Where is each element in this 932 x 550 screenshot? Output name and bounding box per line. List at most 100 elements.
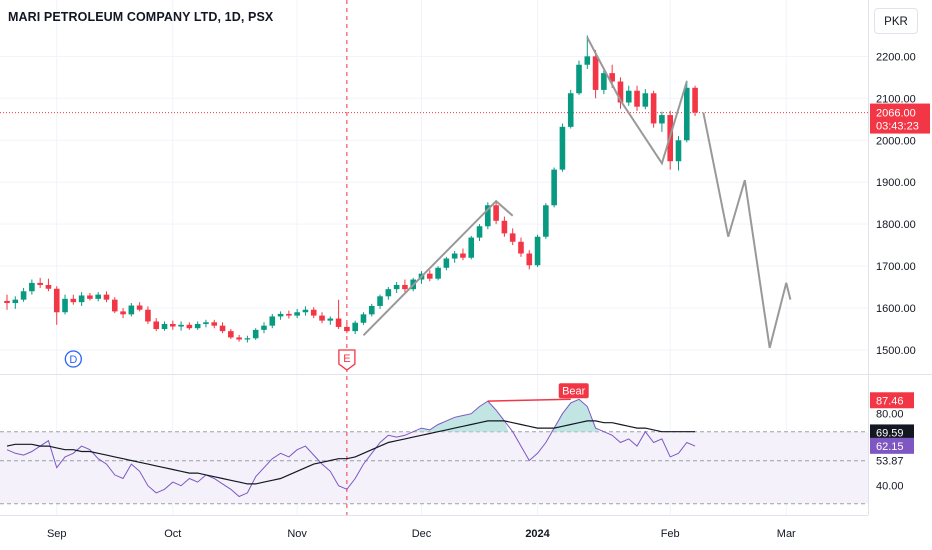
candle <box>650 93 657 124</box>
time-tick-label: Mar <box>777 528 796 540</box>
candle <box>277 313 284 317</box>
dividend-label: D <box>69 354 77 366</box>
candle <box>310 309 317 316</box>
candle <box>426 273 433 279</box>
candle <box>236 337 242 340</box>
candle <box>609 73 615 82</box>
rsi-marker-value: 62.15 <box>876 441 904 453</box>
candle <box>244 338 251 340</box>
candle <box>551 169 557 206</box>
candle <box>194 323 201 329</box>
candle <box>675 140 682 162</box>
candle <box>145 309 151 322</box>
candle <box>261 325 267 330</box>
candle <box>37 282 43 285</box>
price-tick-label: 1800.00 <box>876 219 916 231</box>
rsi-ma-line <box>6 420 696 485</box>
price-tick-label: 2100.00 <box>876 93 916 105</box>
rsi-tick-label: 53.87 <box>876 456 904 468</box>
time-tick-label: 2024 <box>525 528 550 540</box>
candle <box>45 284 52 289</box>
rsi-line <box>6 398 696 498</box>
candle <box>642 93 649 107</box>
last-price-tag <box>870 103 930 134</box>
price-tick-label: 1900.00 <box>876 177 916 189</box>
candle <box>252 329 259 339</box>
candle <box>352 322 358 332</box>
price-tick-label: 2200.00 <box>876 51 916 63</box>
rsi-tick-label: 40.00 <box>876 481 904 493</box>
candle <box>393 284 400 290</box>
candle <box>12 299 19 304</box>
time-tick-label: Sep <box>47 528 67 540</box>
time-tick-label: Oct <box>164 528 181 540</box>
candle <box>377 296 383 306</box>
candle <box>385 289 392 297</box>
candle <box>136 305 143 310</box>
rsi-marker-high: 87.46 <box>876 395 904 407</box>
candle <box>485 205 491 227</box>
candle <box>294 312 300 316</box>
candle <box>526 253 533 266</box>
candle <box>601 73 607 90</box>
rsi-tick-label: 80.00 <box>876 409 904 421</box>
price-tick-label: 1600.00 <box>876 303 916 315</box>
earnings-label: E <box>343 353 350 365</box>
chart-title: MARI PETROLEUM COMPANY LTD, 1D, PSX <box>8 10 274 24</box>
projection-path <box>702 112 792 349</box>
candle <box>29 282 35 292</box>
candle <box>493 205 499 221</box>
candle <box>567 93 574 127</box>
candle <box>111 299 118 312</box>
rsi-band <box>0 431 868 504</box>
candle <box>211 322 218 326</box>
candle <box>128 305 135 315</box>
candle <box>559 126 566 170</box>
candle <box>543 205 549 237</box>
candle <box>476 226 483 238</box>
candle <box>186 324 193 329</box>
candle <box>683 87 690 141</box>
candle <box>344 326 350 332</box>
candle <box>62 298 68 313</box>
candle <box>153 321 160 330</box>
pattern-line <box>586 37 688 166</box>
dividend-marker[interactable] <box>64 350 82 368</box>
price-pane <box>0 0 868 374</box>
candle <box>692 87 698 113</box>
price-tick-label: 2000.00 <box>876 135 916 147</box>
candle <box>509 233 516 242</box>
candle <box>269 316 276 326</box>
currency-button[interactable]: PKR <box>874 8 918 34</box>
time-tick-label: Feb <box>661 528 680 540</box>
candle <box>368 305 375 315</box>
candle <box>534 236 541 266</box>
candle <box>592 56 599 90</box>
earnings-marker[interactable] <box>338 349 356 371</box>
candle <box>518 241 524 254</box>
candle <box>435 267 441 279</box>
last-price-label: 2066.00 <box>876 108 916 120</box>
candle <box>87 295 93 299</box>
candle <box>78 295 85 303</box>
countdown-label: 03:43:23 <box>876 121 919 133</box>
candle <box>617 81 624 103</box>
candle <box>402 284 408 290</box>
rsi-marker-ma-bg <box>870 424 914 441</box>
bear-label-bg <box>558 383 589 399</box>
bear-label: Bear <box>562 385 586 397</box>
candle <box>625 90 632 103</box>
candle <box>319 315 325 321</box>
candle <box>584 56 591 65</box>
divergence-line <box>487 398 571 402</box>
candle <box>327 318 334 321</box>
price-tick-label: 1700.00 <box>876 261 916 273</box>
time-tick-label: Nov <box>287 528 307 540</box>
pattern-line <box>362 199 514 337</box>
candle <box>53 288 60 313</box>
rsi-marker-high-bg <box>870 392 914 409</box>
candle <box>161 323 168 330</box>
candle <box>95 294 101 299</box>
price-tick-label: 1500.00 <box>876 345 916 357</box>
